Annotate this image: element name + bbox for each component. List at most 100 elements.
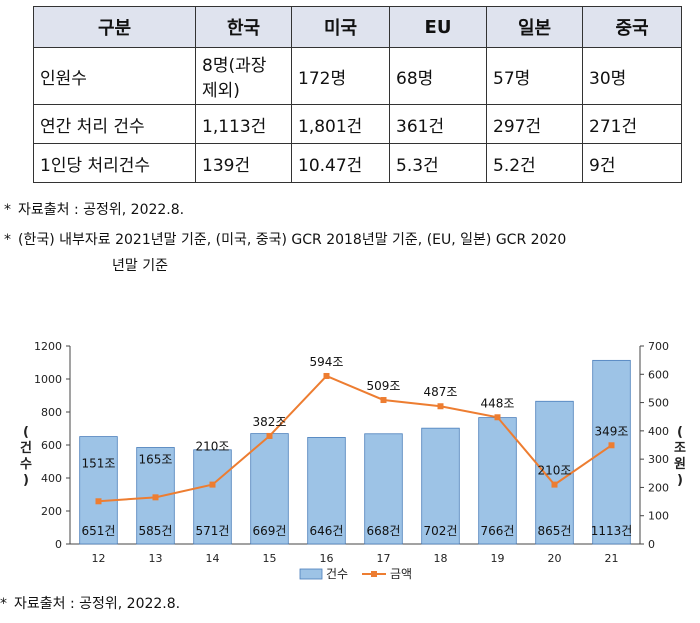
table-row: 1인당 처리건수 139건 10.47건 5.3건 5.2건 9건 [33, 143, 682, 183]
line-point [437, 403, 444, 410]
legend-label: 금액 [390, 567, 412, 581]
header-cell: 중국 [582, 6, 682, 48]
left-tick-label: 0 [55, 538, 62, 551]
x-tick-label: 20 [548, 552, 562, 565]
right-axis-label-char: 원 [674, 457, 686, 472]
bar [79, 436, 118, 545]
line-point [494, 414, 501, 421]
line-value-label: 210조 [538, 464, 572, 478]
legend-swatch-point [371, 571, 377, 577]
line-value-label: 165조 [139, 452, 173, 466]
chart-source-text: 자료출처 : 공정위, 2022.8. [14, 596, 181, 612]
line-point [209, 481, 216, 488]
right-axis-label-bracket: ) [677, 473, 683, 488]
line-value-label: 448조 [481, 396, 515, 410]
bar [478, 417, 517, 545]
left-axis-label-bracket: ) [23, 473, 29, 488]
bar [592, 359, 631, 545]
left-tick-label: 1200 [34, 340, 62, 353]
source-text: 자료출처 : 공정위, 2022.8. [18, 202, 185, 218]
left-tick-label: 1000 [34, 373, 62, 386]
table-cell: 361건 [389, 104, 487, 144]
legend-swatch-bar [299, 568, 323, 580]
line-point [152, 494, 159, 501]
line-point [95, 498, 102, 505]
left-axis-label-bracket: ( [23, 425, 29, 440]
header-cell: 한국 [195, 6, 292, 48]
left-tick-label: 800 [41, 406, 62, 419]
line-value-label: 594조 [310, 355, 344, 369]
basis-text-line2: 년말 기준 [112, 258, 168, 274]
table-cell: 1,801건 [291, 104, 390, 144]
bar-value-label: 865건 [538, 524, 572, 538]
header-cell: 일본 [486, 6, 583, 48]
table-cell: 연간 처리 건수 [33, 104, 196, 144]
source-note: * 자료출처 : 공정위, 2022.8. [4, 201, 184, 219]
table-row: 연간 처리 건수 1,113건 1,801건 361건 297건 271건 [33, 104, 682, 144]
bar-value-label: 668건 [367, 524, 401, 538]
line-series [98, 374, 613, 503]
line-value-label: 509조 [367, 379, 401, 393]
line-value-label: 151조 [82, 456, 116, 470]
header-cell: 미국 [291, 6, 390, 48]
x-tick-label: 13 [149, 552, 163, 565]
table-cell: 10.47건 [291, 143, 390, 183]
table-cell: 30명 [582, 47, 682, 105]
table-cell: 인원수 [33, 47, 196, 105]
chart: 0 200 400 600 800 1000 1200 0 100 200 300 400 500 600… [20, 340, 686, 581]
x-tick-label: 14 [206, 552, 220, 565]
legend-label: 건수 [326, 567, 348, 581]
line-point [266, 432, 273, 439]
left-tick-label: 200 [41, 505, 62, 518]
line-value-label: 349조 [595, 424, 629, 438]
bar-value-label: 571건 [196, 524, 230, 538]
line-point [608, 442, 615, 449]
right-tick-label: 500 [648, 397, 669, 410]
x-tick-label: 17 [377, 552, 391, 565]
bar [250, 433, 289, 545]
bar-value-label: 766건 [481, 524, 515, 538]
bar [364, 433, 403, 545]
note-bullet: * [4, 232, 11, 248]
left-axis-label-char: 수 [20, 457, 32, 472]
table-cell: 1,113건 [195, 104, 292, 144]
bar-value-label: 702건 [424, 524, 458, 538]
left-axis-label-char: 건 [20, 440, 32, 456]
bar [193, 449, 232, 545]
right-tick-label: 300 [648, 453, 669, 466]
basis-text: (한국) 내부자료 2021년말 기준, (미국, 중국) GCR 2018년말… [18, 232, 567, 248]
bar-value-label: 585건 [139, 524, 173, 538]
bar-value-label: 669건 [253, 524, 287, 538]
line-point [551, 481, 558, 488]
x-tick-label: 18 [434, 552, 448, 565]
header-cell: 구분 [33, 6, 196, 48]
right-tick-label: 200 [648, 481, 669, 494]
right-axis-label-char: 조 [674, 441, 686, 456]
table-cell: 297건 [486, 104, 583, 144]
table-cell: 1인당 처리건수 [33, 143, 196, 183]
x-tick-label: 19 [491, 552, 505, 565]
bar-value-label: 646건 [310, 524, 344, 538]
bar-value-label: 651건 [82, 524, 116, 538]
x-tick-label: 12 [92, 552, 106, 565]
table-cell: 139건 [195, 143, 292, 183]
right-tick-label: 600 [648, 368, 669, 381]
right-tick-label: 400 [648, 425, 669, 438]
line-value-label: 487조 [424, 385, 458, 399]
basis-note: * (한국) 내부자료 2021년말 기준, (미국, 중국) GCR 2018년… [4, 231, 566, 249]
right-tick-label: 100 [648, 510, 669, 523]
left-tick-label: 400 [41, 472, 62, 485]
line-value-label: 382조 [253, 415, 287, 429]
table-cell: 271건 [582, 104, 682, 144]
table-header-row: 구분 한국 미국 EU 일본 중국 [33, 6, 682, 48]
table-cell: 172명 [291, 47, 390, 105]
bar [421, 427, 460, 545]
table-cell: 68명 [389, 47, 487, 105]
note-bullet: * [0, 596, 7, 612]
x-tick-label: 21 [605, 552, 619, 565]
right-tick-label: 0 [648, 538, 655, 551]
left-tick-label: 600 [41, 439, 62, 452]
table-cell: 5.3건 [389, 143, 487, 183]
line-point [380, 397, 387, 404]
line-point [323, 372, 330, 379]
